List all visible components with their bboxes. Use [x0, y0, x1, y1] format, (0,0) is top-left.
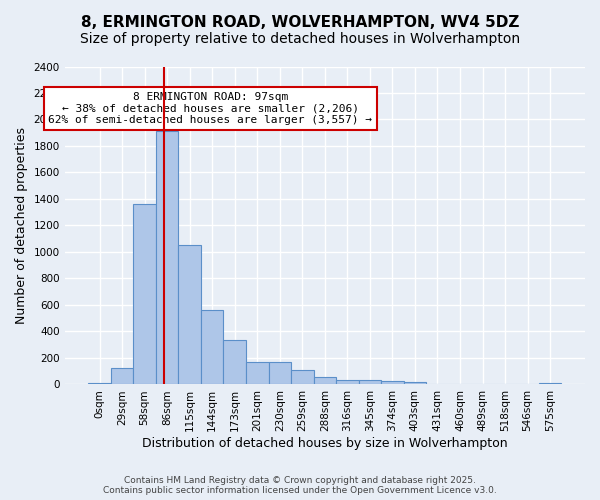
Y-axis label: Number of detached properties: Number of detached properties [15, 127, 28, 324]
X-axis label: Distribution of detached houses by size in Wolverhampton: Distribution of detached houses by size … [142, 437, 508, 450]
Bar [359, 380, 381, 384]
Text: Size of property relative to detached houses in Wolverhampton: Size of property relative to detached ho… [80, 32, 520, 46]
Bar [314, 376, 336, 384]
Bar [246, 362, 269, 384]
Bar [381, 381, 404, 384]
Text: Contains HM Land Registry data © Crown copyright and database right 2025.
Contai: Contains HM Land Registry data © Crown c… [103, 476, 497, 495]
Bar [539, 383, 562, 384]
Bar [223, 340, 246, 384]
Bar [269, 362, 291, 384]
Bar [88, 383, 111, 384]
Bar [336, 380, 359, 384]
Bar [201, 310, 223, 384]
Text: 8, ERMINGTON ROAD, WOLVERHAMPTON, WV4 5DZ: 8, ERMINGTON ROAD, WOLVERHAMPTON, WV4 5D… [81, 15, 519, 30]
Bar [133, 204, 156, 384]
Text: 8 ERMINGTON ROAD: 97sqm
← 38% of detached houses are smaller (2,206)
62% of semi: 8 ERMINGTON ROAD: 97sqm ← 38% of detache… [49, 92, 373, 125]
Bar [178, 246, 201, 384]
Bar [111, 368, 133, 384]
Bar [291, 370, 314, 384]
Bar [156, 132, 178, 384]
Bar [404, 382, 426, 384]
